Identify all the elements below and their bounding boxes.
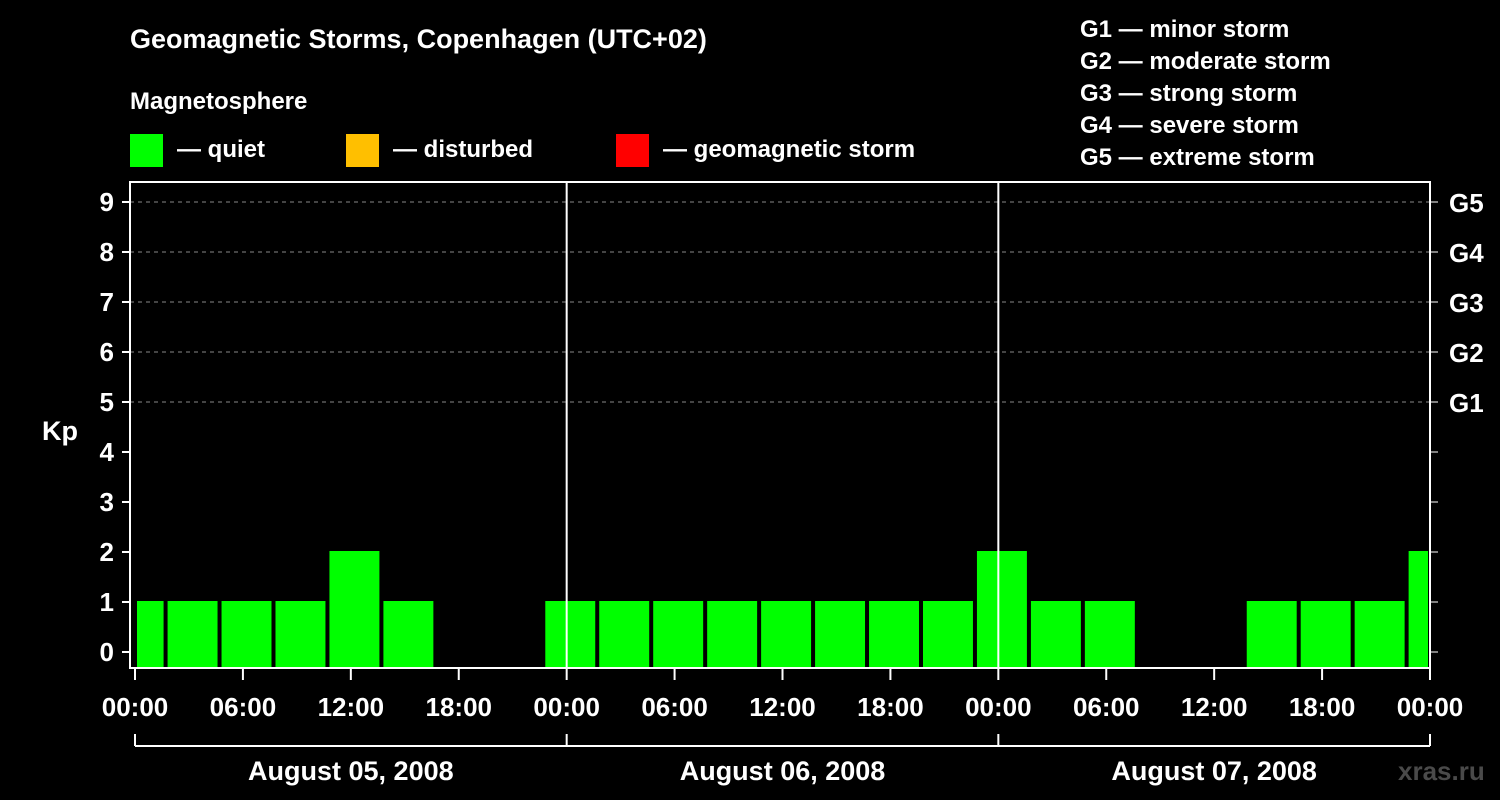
- plot-area: 0 1 2 3 4 5 6 7 8 9 G1 G2 G3 G4 G5 00:00 06:00 12:00 18:00…: [100, 181, 1484, 786]
- chart-title: Geomagnetic Storms, Copenhagen (UTC+02): [130, 24, 707, 54]
- storm-scale-g4: G4 — severe storm: [1080, 112, 1299, 139]
- g-scale-label-g3: G3: [1449, 288, 1484, 318]
- kp-bar-16: [1084, 601, 1135, 667]
- kp-bar-1: [167, 601, 218, 667]
- x-tick-label-2: 12:00: [318, 692, 385, 722]
- kp-bar-3: [275, 601, 326, 667]
- legend-label-storm: — geomagnetic storm: [663, 136, 915, 163]
- kp-bar-19: [1354, 601, 1405, 667]
- y-tick-label-3: 3: [100, 487, 114, 517]
- kp-bar-12: [869, 601, 919, 667]
- y-tick-label-9: 9: [100, 187, 114, 217]
- y-axis-label: Kp: [42, 416, 78, 446]
- g-scale-label-g5: G5: [1449, 188, 1484, 218]
- day-label-0: August 05, 2008: [248, 756, 454, 786]
- legend-label-disturbed: — disturbed: [393, 136, 533, 163]
- watermark: xras.ru: [1398, 756, 1485, 786]
- kp-bar-17: [1246, 601, 1297, 667]
- x-tick-label-6: 12:00: [749, 692, 816, 722]
- g-scale-label-g2: G2: [1449, 338, 1484, 368]
- storm-scale-g1: G1 — minor storm: [1080, 16, 1289, 43]
- kp-bar-0: [137, 601, 164, 667]
- storm-scale-g5: G5 — extreme storm: [1080, 144, 1315, 171]
- kp-bar-8: [653, 601, 704, 667]
- day-label-1: August 06, 2008: [680, 756, 886, 786]
- kp-bar-4: [329, 551, 380, 667]
- y-tick-label-7: 7: [100, 287, 114, 317]
- x-tick-label-0: 00:00: [102, 692, 169, 722]
- x-tick-label-3: 18:00: [426, 692, 493, 722]
- x-tick-label-7: 18:00: [857, 692, 924, 722]
- y-tick-label-0: 0: [100, 637, 114, 667]
- y-tick-label-5: 5: [100, 387, 114, 417]
- y-tick-label-4: 4: [100, 437, 115, 467]
- x-tick-label-9: 06:00: [1073, 692, 1140, 722]
- kp-bar-6: [545, 601, 596, 667]
- x-tick-label-4: 00:00: [533, 692, 600, 722]
- storm-scale-g3: G3 — strong storm: [1080, 80, 1297, 107]
- kp-bar-11: [815, 601, 866, 667]
- legend-swatch-storm: [616, 134, 649, 167]
- kp-bar-5: [383, 601, 434, 667]
- legend-swatch-disturbed: [346, 134, 379, 167]
- x-tick-label-12: 00:00: [1397, 692, 1464, 722]
- kp-bar-2: [221, 601, 272, 667]
- g-scale-label-g1: G1: [1449, 388, 1484, 418]
- kp-bar-18: [1300, 601, 1351, 667]
- kp-bar-20: [1408, 551, 1428, 667]
- x-tick-label-8: 00:00: [965, 692, 1032, 722]
- storm-scale-g2: G2 — moderate storm: [1080, 48, 1331, 75]
- y-tick-label-6: 6: [100, 337, 114, 367]
- legend-heading: Magnetosphere: [130, 88, 307, 115]
- y-tick-label-8: 8: [100, 237, 114, 267]
- legend-swatch-quiet: [130, 134, 163, 167]
- kp-bar-15: [1030, 601, 1081, 667]
- legend-label-quiet: — quiet: [177, 136, 265, 163]
- g-scale-label-g4: G4: [1449, 238, 1484, 268]
- x-tick-label-11: 18:00: [1289, 692, 1356, 722]
- y-tick-label-2: 2: [100, 537, 114, 567]
- plot-frame: [129, 181, 1431, 669]
- kp-bar-9: [707, 601, 758, 667]
- x-tick-label-10: 12:00: [1181, 692, 1248, 722]
- kp-bar-7: [599, 601, 650, 667]
- kp-bar-13: [922, 601, 973, 667]
- x-tick-label-1: 06:00: [210, 692, 277, 722]
- kp-bar-10: [761, 601, 812, 667]
- day-label-2: August 07, 2008: [1111, 756, 1317, 786]
- y-tick-label-1: 1: [100, 587, 114, 617]
- kp-bar-14: [976, 551, 1027, 667]
- x-tick-label-5: 06:00: [641, 692, 708, 722]
